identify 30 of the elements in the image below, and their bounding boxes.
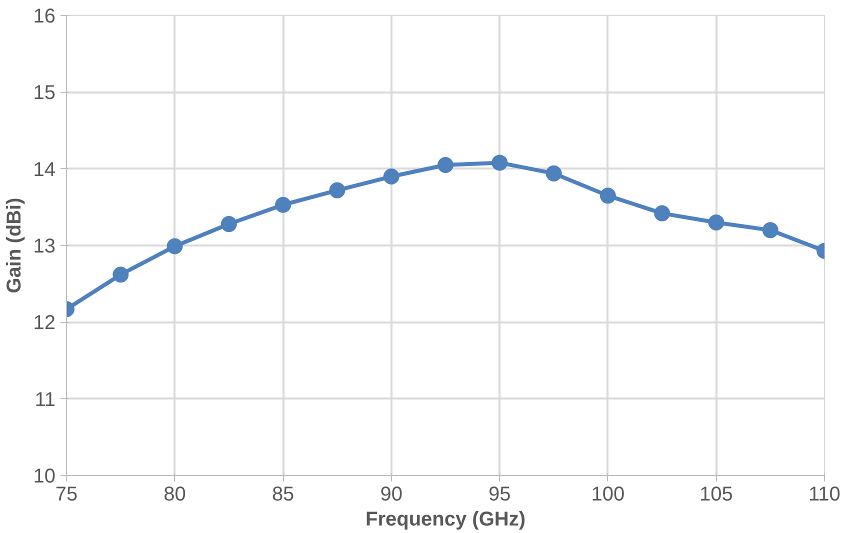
y-tick-label: 13	[33, 236, 56, 258]
point	[546, 165, 562, 182]
x-tick-label: 95	[488, 484, 511, 506]
y-tick-label: 14	[33, 158, 56, 181]
x-tick-label: 105	[700, 484, 733, 506]
point	[275, 196, 292, 213]
point	[492, 154, 508, 171]
point	[654, 205, 670, 222]
x-tick-label: 90	[380, 484, 402, 506]
point	[762, 222, 778, 238]
x-tick-label: 110	[808, 484, 840, 506]
x-tick-label: 100	[591, 484, 625, 506]
x-axis-title: Frequency (GHz)	[365, 508, 526, 530]
y-tick-label: 11	[34, 388, 56, 411]
y-axis-title: Gain (dBi)	[3, 198, 26, 294]
point	[166, 238, 183, 254]
point	[112, 266, 129, 283]
x-tick-label: 80	[164, 484, 186, 506]
y-tick-label: 16	[33, 6, 56, 28]
y-tick-label: 12	[33, 312, 56, 334]
point	[383, 168, 400, 184]
x-tick-label: 85	[272, 484, 294, 506]
y-tick-label: 15	[33, 82, 56, 104]
point	[329, 182, 346, 198]
point	[220, 216, 237, 232]
x-tick-label: 75	[55, 484, 78, 506]
point	[708, 214, 724, 230]
point	[600, 188, 616, 204]
point	[438, 157, 454, 173]
y-tick-label: 10	[33, 466, 56, 488]
